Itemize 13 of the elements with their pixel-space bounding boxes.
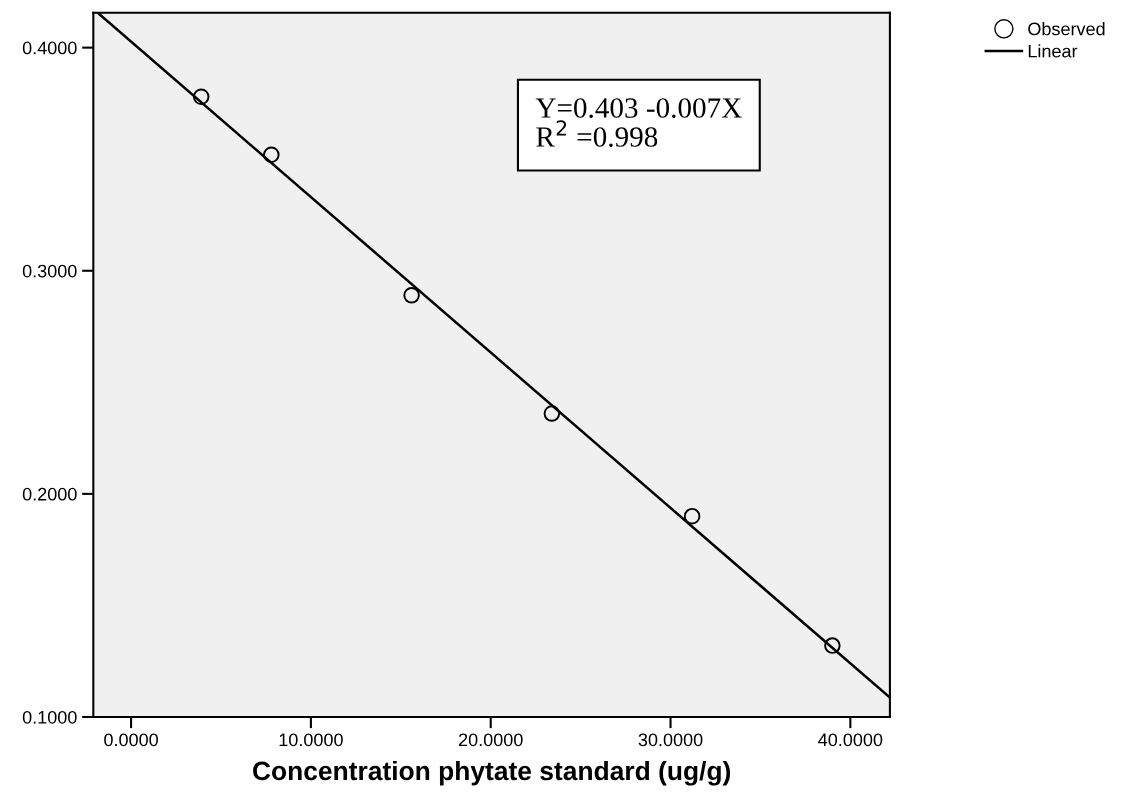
y-tick-label: 0.2000 — [22, 487, 77, 501]
x-tick-label: 0.0000 — [104, 733, 158, 747]
x-tick-label: 30.0000 — [638, 733, 703, 747]
legend-label: Observed — [1028, 22, 1105, 36]
y-tick-label: 0.1000 — [22, 710, 77, 724]
y-tick-label: 0.4000 — [22, 41, 77, 55]
x-tick-label: 40.0000 — [818, 733, 883, 747]
x-axis-title: Concentration phytate standard (ug/g) — [253, 760, 731, 786]
annotation: Y=0.403 -0.007X R$^{2}$ =0.998 — [535, 98, 742, 147]
x-tick-label: 20.0000 — [459, 733, 523, 747]
x-tick-label: 10.0000 — [279, 733, 343, 747]
y-tick-label: 0.3000 — [22, 264, 77, 278]
legend-label: Linear — [1028, 44, 1078, 58]
